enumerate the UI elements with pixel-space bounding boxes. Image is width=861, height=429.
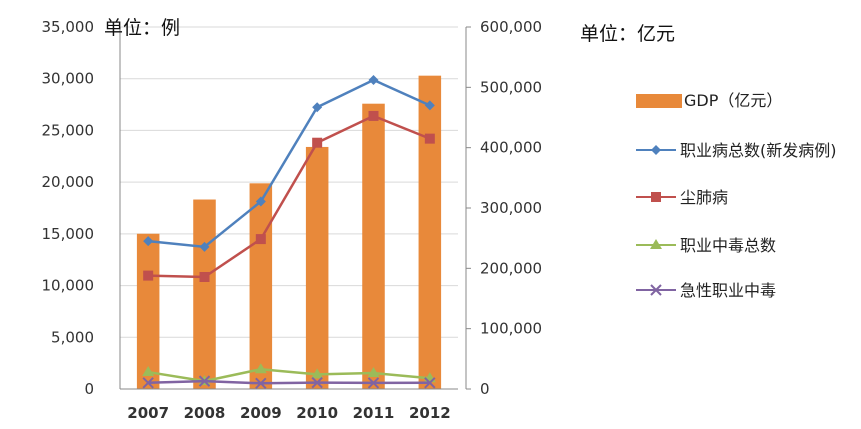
left-tick-label: 25,000 xyxy=(42,121,95,139)
right-unit-label: 单位：亿元 xyxy=(580,23,675,45)
data-point xyxy=(254,363,267,374)
data-point xyxy=(367,377,380,389)
axes: 0 5,000 10,000 15,000 20,000 25,000 30,000 35,0… xyxy=(42,18,543,422)
gdp-bar xyxy=(136,233,160,389)
data-point xyxy=(368,74,379,85)
right-tick-label: 100,000 xyxy=(480,320,542,338)
left-tick-label: 15,000 xyxy=(42,225,95,243)
data-point xyxy=(367,367,380,378)
gdp-bars xyxy=(136,75,442,390)
x-tick-label: 2009 xyxy=(240,404,282,422)
gdp-bar xyxy=(362,103,385,390)
data-point xyxy=(199,271,210,282)
x-tick-label: 2011 xyxy=(353,404,395,422)
data-point xyxy=(143,236,154,247)
data-point xyxy=(312,137,323,148)
series-line xyxy=(147,367,430,383)
data-point xyxy=(424,100,435,111)
data-point xyxy=(143,270,154,281)
series-line xyxy=(148,114,431,279)
line-series xyxy=(142,74,436,389)
data-point xyxy=(142,366,155,377)
x-tick-label: 2010 xyxy=(296,404,338,422)
data-point xyxy=(255,377,267,389)
left-tick-label: 35,000 xyxy=(42,18,95,36)
right-tick-label: 600,000 xyxy=(480,18,542,36)
data-point xyxy=(311,376,323,389)
x-tick-label: 2012 xyxy=(409,404,451,422)
series-line xyxy=(148,379,430,385)
legend-swatch-gdp xyxy=(636,94,682,108)
data-point xyxy=(312,102,323,113)
legend-label: 尘肺病 xyxy=(680,188,728,207)
data-point xyxy=(311,368,324,379)
gdp-bar xyxy=(418,75,442,390)
x-marker-stroke xyxy=(311,376,323,389)
data-point xyxy=(651,145,661,155)
x-marker-stroke xyxy=(142,377,154,389)
x-marker-stroke xyxy=(424,377,436,389)
right-tick-label: 200,000 xyxy=(480,259,542,277)
data-point xyxy=(198,375,211,387)
data-point xyxy=(650,284,662,296)
data-point xyxy=(255,196,266,207)
data-point xyxy=(650,239,662,249)
legend-label: 急性职业中毒 xyxy=(680,281,776,300)
data-point xyxy=(142,377,154,389)
data-point xyxy=(199,241,210,252)
right-tick-label: 0 xyxy=(480,380,490,398)
legend-label: 职业病总数(新发病例) xyxy=(680,141,837,160)
left-unit-label: 单位：例 xyxy=(104,17,180,39)
data-point xyxy=(368,110,379,121)
gdp-bar xyxy=(305,146,329,389)
x-marker-stroke xyxy=(367,377,380,389)
data-point xyxy=(651,192,661,202)
legend-label: 职业中毒总数 xyxy=(680,236,776,255)
x-tick-label: 2007 xyxy=(127,404,169,422)
x-marker-stroke xyxy=(255,377,267,389)
right-tick-label: 300,000 xyxy=(480,199,542,217)
right-tick-label: 400,000 xyxy=(480,139,542,157)
legend-label: GDP（亿元） xyxy=(684,91,782,110)
gdp-bar xyxy=(193,199,216,389)
data-point xyxy=(424,377,436,389)
left-tick-label: 30,000 xyxy=(42,70,95,88)
data-point xyxy=(255,234,266,245)
right-tick-label: 500,000 xyxy=(480,78,542,96)
left-tick-label: 20,000 xyxy=(42,173,95,191)
left-tick-label: 0 xyxy=(84,380,94,398)
series-line xyxy=(148,78,431,249)
x-marker-stroke xyxy=(198,375,211,387)
data-point xyxy=(424,133,435,144)
x-marker-stroke xyxy=(650,284,662,296)
left-tick-label: 5,000 xyxy=(51,328,94,346)
left-tick-label: 10,000 xyxy=(42,277,95,295)
x-tick-label: 2008 xyxy=(184,404,226,422)
gdp-bar xyxy=(249,183,273,389)
